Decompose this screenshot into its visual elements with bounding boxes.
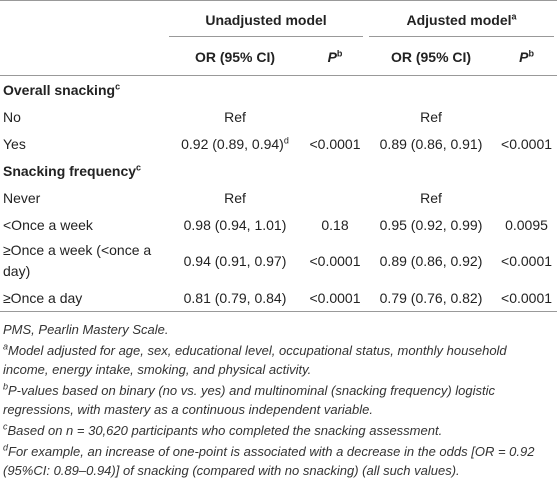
- column-header: Pb: [496, 38, 557, 76]
- cell-value: 0.92 (0.89, 0.94): [181, 135, 284, 152]
- cell-value: <0.0001: [501, 252, 553, 269]
- superscript: d: [283, 134, 289, 145]
- data-cell: 0.92 (0.89, 0.94)d: [166, 130, 304, 157]
- superscript: c: [115, 80, 121, 91]
- footnote: PMS, Pearlin Mastery Scale.: [3, 320, 554, 339]
- data-cell: [496, 103, 557, 130]
- section-row: Snacking frequencyc: [0, 157, 557, 184]
- cell-value: <0.0001: [309, 252, 361, 269]
- data-cell: Ref: [366, 184, 496, 211]
- footnote-text: Model adjusted for age, sex, educational…: [3, 343, 507, 377]
- section-title: Snacking frequency: [3, 162, 137, 179]
- row-label: ≥Once a week (<once a day): [3, 242, 152, 279]
- row-label: <Once a week: [3, 216, 93, 233]
- superscript: d: [3, 442, 9, 453]
- data-cell: <0.0001: [496, 130, 557, 157]
- column-header: OR (95% CI): [366, 38, 497, 76]
- group-label-wrap: Adjusted modela: [369, 2, 555, 37]
- column-header: OR (95% CI): [166, 38, 304, 76]
- footnote-text: Based on n = 30,620 participants who com…: [7, 423, 443, 438]
- cell-value: 0.95 (0.92, 0.99): [379, 216, 483, 233]
- footnote-text: P-values based on binary (no vs. yes) an…: [3, 383, 496, 417]
- data-cell: <0.0001: [304, 284, 367, 312]
- cell-value: 0.0095: [505, 216, 548, 233]
- cell-value: Ref: [224, 108, 246, 125]
- data-cell: <0.0001: [496, 238, 557, 284]
- data-cell: Ref: [166, 103, 304, 130]
- section-title: Overall snacking: [3, 81, 116, 98]
- cell-value: 0.18: [321, 216, 349, 233]
- data-cell: [496, 184, 557, 211]
- subheader-row: OR (95% CI) Pb OR (95% CI) Pb: [0, 38, 557, 76]
- column-header: Pb: [304, 38, 367, 76]
- table-body: Unadjusted model Adjusted modela OR (95%…: [0, 0, 557, 312]
- data-cell: [304, 184, 366, 211]
- results-table: Unadjusted model Adjusted modela OR (95%…: [0, 0, 557, 312]
- superscript: b: [528, 47, 534, 58]
- data-cell: 0.18: [304, 211, 366, 238]
- footnote-text: For example, an increase of one-point is…: [3, 444, 535, 478]
- footnote: aModel adjusted for age, sex, educationa…: [3, 341, 554, 379]
- p-label: P: [327, 48, 337, 65]
- data-cell: 0.79 (0.76, 0.82): [366, 284, 497, 312]
- superscript: b: [336, 47, 343, 58]
- data-row: No Ref Ref: [0, 103, 557, 130]
- group-label: Unadjusted model: [169, 2, 364, 37]
- data-cell: Ref: [366, 103, 496, 130]
- cell-value: 0.81 (0.79, 0.84): [183, 289, 287, 306]
- cell-value: 0.94 (0.91, 0.97): [183, 252, 287, 269]
- cell-value: 0.79 (0.76, 0.82): [379, 289, 483, 306]
- footnote: dFor example, an increase of one-point i…: [3, 442, 554, 480]
- footnotes: PMS, Pearlin Mastery Scale. aModel adjust…: [0, 312, 557, 480]
- footnote: cBased on n = 30,620 participants who co…: [3, 421, 554, 440]
- section-row: Overall snackingc: [0, 76, 557, 104]
- superscript: c: [3, 421, 8, 432]
- data-cell: 0.89 (0.86, 0.92): [366, 238, 496, 284]
- cell-value: 0.98 (0.94, 1.01): [183, 216, 287, 233]
- cell-value: <0.0001: [309, 289, 361, 306]
- row-label: Never: [3, 189, 41, 206]
- data-row: Never Ref Ref: [0, 184, 557, 211]
- data-cell: <0.0001: [304, 238, 366, 284]
- data-cell: 0.94 (0.91, 0.97): [166, 238, 304, 284]
- cell-value: 0.89 (0.86, 0.91): [379, 135, 483, 152]
- row-label: No: [3, 108, 21, 125]
- data-row: ≥Once a day 0.81 (0.79, 0.84) <0.0001 0.79 …: [0, 284, 557, 312]
- cell-value: 0.89 (0.86, 0.92): [379, 252, 483, 269]
- superscript: a: [3, 341, 9, 352]
- cell-value: <0.0001: [501, 135, 553, 152]
- cell-value: Ref: [420, 108, 442, 125]
- superscript: c: [136, 161, 142, 172]
- p-label: P: [519, 48, 529, 65]
- data-cell: 0.98 (0.94, 1.01): [166, 211, 304, 238]
- data-cell: [304, 103, 366, 130]
- superscript: b: [3, 381, 9, 392]
- row-label: ≥Once a day: [0, 284, 166, 312]
- data-cell: Ref: [166, 184, 304, 211]
- cell-value: <0.0001: [309, 135, 361, 152]
- data-row: ≥Once a week (<once a day) 0.94 (0.91, 0.…: [0, 238, 557, 284]
- data-cell: <0.0001: [304, 130, 366, 157]
- group-header: Unadjusted model: [166, 0, 367, 38]
- section-title-cell: Overall snackingc: [0, 76, 557, 104]
- header-row: Unadjusted model Adjusted modela: [0, 0, 557, 38]
- data-row: <Once a week 0.98 (0.94, 1.01) 0.18 0.95 (0…: [0, 211, 557, 238]
- data-cell: 0.0095: [496, 211, 557, 238]
- data-cell: 0.89 (0.86, 0.91): [366, 130, 496, 157]
- cell-value: Ref: [420, 189, 442, 206]
- footnote: bP-values based on binary (no vs. yes) a…: [3, 381, 554, 419]
- footnote-text: PMS, Pearlin Mastery Scale.: [3, 322, 169, 337]
- data-cell: 0.95 (0.92, 0.99): [366, 211, 496, 238]
- group-header: Adjusted modela: [366, 0, 557, 38]
- row-label: Yes: [3, 135, 26, 152]
- data-cell: 0.81 (0.79, 0.84): [166, 284, 304, 312]
- data-row: Yes 0.92 (0.89, 0.94)d <0.0001 0.89 (0.86, …: [0, 130, 557, 157]
- section-title-cell: Snacking frequencyc: [0, 157, 557, 184]
- cell-value: <0.0001: [501, 289, 553, 306]
- superscript: a: [511, 11, 517, 22]
- group-label: Adjusted model: [406, 12, 512, 28]
- data-cell: <0.0001: [496, 284, 557, 312]
- cell-value: Ref: [224, 189, 246, 206]
